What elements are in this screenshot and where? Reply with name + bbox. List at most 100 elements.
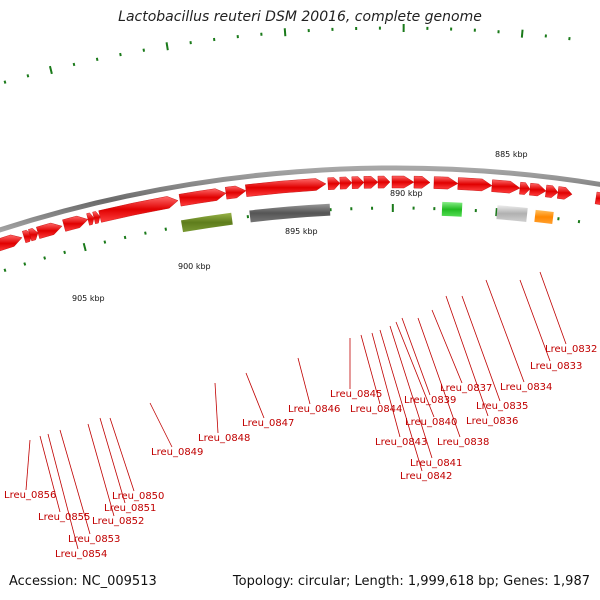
inner-tick [63, 250, 66, 255]
labels-layer: 885 kbp 890 kbp 895 kbp 900 kbp 905 kbp Lreu_… [4, 150, 597, 560]
locus-label: Lreu_0848 [198, 433, 250, 444]
kbp-label: 905 kbp [72, 294, 105, 303]
locus-label: Lreu_0849 [151, 447, 203, 458]
cds-arrow [457, 177, 493, 192]
inner-tick [164, 227, 168, 231]
locus-label: Lreu_0838 [437, 437, 489, 448]
cds-arrow [36, 222, 63, 239]
features-layer [0, 175, 600, 252]
locus-label: Lreu_0847 [242, 418, 294, 429]
locus-label: Lreu_0841 [410, 458, 462, 469]
feature-orange [534, 209, 554, 224]
cds-arrow [433, 176, 459, 190]
locus-label: Lreu_0853 [68, 534, 120, 545]
scale-tick [26, 74, 30, 78]
backbone-layer [0, 165, 600, 233]
cds-arrow [413, 175, 431, 189]
leader-line [519, 279, 551, 362]
leader-line [47, 433, 79, 550]
locus-label: Lreu_0834 [500, 382, 552, 393]
cds-arrow [98, 196, 179, 223]
inner-tick [123, 235, 127, 240]
accession-text: Accession: NC_009513 [9, 574, 157, 589]
leader-line [109, 417, 135, 492]
locus-label: Lreu_0839 [404, 395, 456, 406]
leader-line [461, 295, 501, 402]
inner-tick [144, 231, 147, 235]
inner-tick [43, 256, 47, 260]
cds-arrow [178, 188, 227, 207]
feature-olive [180, 212, 233, 233]
cds-arrow [377, 175, 391, 189]
locus-label: Lreu_0832 [545, 344, 597, 355]
feature-light-gray [496, 205, 528, 222]
leader-line [417, 317, 461, 438]
leader-line [395, 321, 435, 418]
locus-label: Lreu_0842 [400, 471, 452, 482]
locus-label: Lreu_0846 [288, 404, 340, 415]
locus-label: Lreu_0844 [350, 404, 402, 415]
inner-tick [3, 268, 7, 273]
locus-label: Lreu_0835 [476, 401, 528, 412]
scale-tick [520, 29, 524, 38]
locus-label: Lreu_0851 [104, 503, 156, 514]
scale-tick [119, 52, 122, 57]
cds-arrow [245, 178, 327, 197]
cds-arrow [339, 176, 353, 190]
leader-line [87, 423, 115, 517]
leader-line [379, 329, 423, 472]
locus-label: Lreu_0833 [530, 361, 582, 372]
kbp-label: 885 kbp [495, 150, 528, 159]
leader-line [25, 439, 31, 491]
inner-tick [103, 240, 107, 244]
genome-backbone [0, 165, 600, 233]
leader-line [39, 435, 61, 513]
feature-green [441, 201, 463, 217]
inner-tick [82, 242, 87, 252]
locus-label: Lreu_0855 [38, 512, 90, 523]
cds-arrow [519, 181, 531, 195]
locus-label: Lreu_0856 [4, 490, 56, 501]
leader-line [445, 295, 489, 417]
cds-arrow [28, 228, 39, 242]
cds-arrow [545, 184, 559, 198]
leader-line [485, 279, 525, 383]
locus-label: Lreu_0850 [112, 491, 164, 502]
leader-line [245, 372, 265, 419]
scale-tick [48, 65, 53, 75]
locus-label: Lreu_0836 [466, 416, 518, 427]
locus-label: Lreu_0837 [440, 383, 492, 394]
summary-text: Topology: circular; Length: 1,999,618 bp… [232, 574, 590, 589]
leader-line [214, 382, 219, 434]
locus-label: Lreu_0843 [375, 437, 427, 448]
kbp-label: 895 kbp [285, 227, 318, 236]
cds-arrow [0, 234, 23, 252]
cds-arrow [224, 185, 247, 200]
locus-label: Lreu_0840 [405, 417, 457, 428]
scale-tick [283, 28, 287, 37]
feature-gray [249, 203, 331, 223]
map-title: Lactobacillus reuteri DSM 20016, complet… [118, 9, 482, 25]
cds-arrow [62, 215, 89, 232]
cds-arrow [529, 182, 547, 197]
leader-line [431, 309, 463, 384]
leader-lines-layer [25, 271, 567, 550]
cds-arrow [491, 179, 521, 194]
cds-arrow [86, 212, 95, 226]
locus-label: Lreu_0845 [330, 389, 382, 400]
leader-line [297, 357, 311, 405]
scale-tick [142, 48, 146, 52]
cds-arrow [92, 211, 101, 225]
inner-tick [23, 262, 27, 266]
leader-line [149, 402, 173, 448]
locus-label: Lreu_0854 [55, 549, 107, 560]
leader-line [401, 317, 431, 396]
leader-line [360, 334, 381, 405]
scale-tick [165, 42, 169, 51]
cds-arrow [327, 177, 341, 190]
leader-line [371, 332, 401, 438]
cds-arrow [363, 176, 379, 189]
cds-arrow [351, 176, 365, 189]
leader-line [59, 429, 91, 535]
